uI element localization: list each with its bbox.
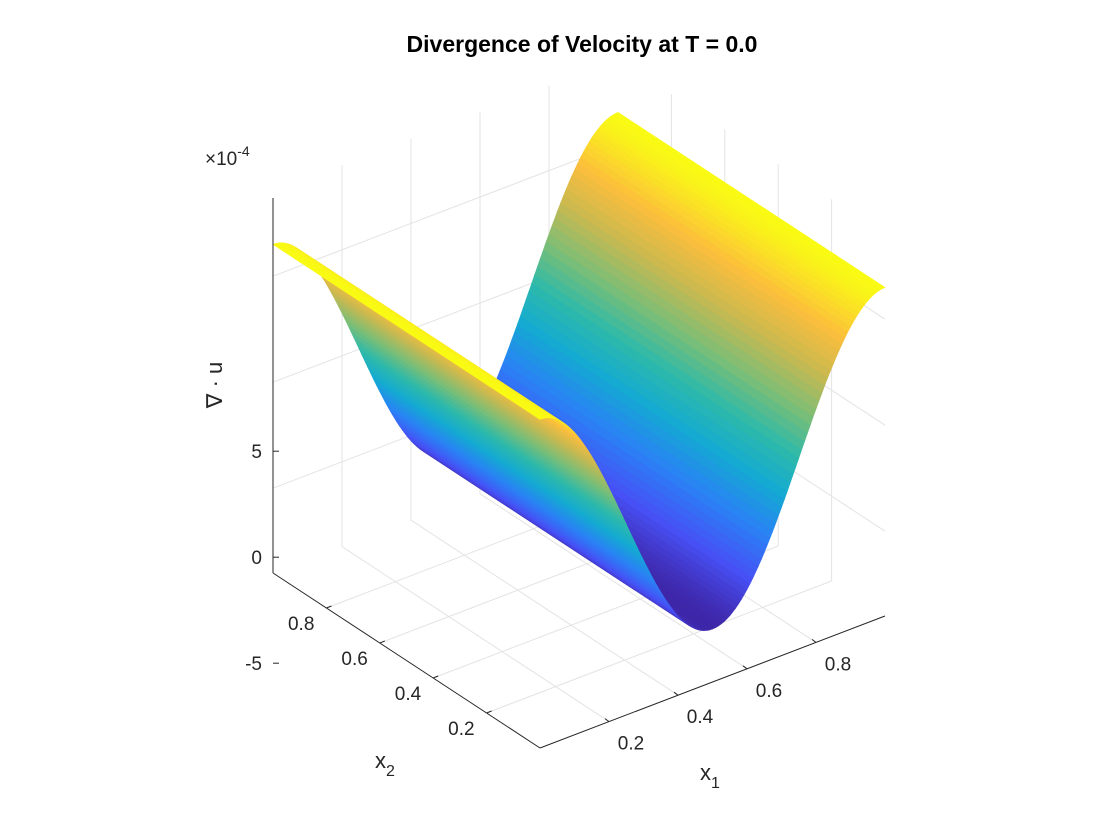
tick-mark	[326, 605, 332, 609]
tick-mark	[604, 718, 610, 722]
z-tick-labels: -5 0 5	[245, 442, 262, 675]
x1-tick-label: 0.6	[756, 681, 782, 702]
tick-marks	[273, 450, 817, 722]
x2-tick-label: 0.6	[341, 649, 367, 670]
z-multiplier: ×10-4	[205, 143, 250, 170]
x1-axis-label: x1	[700, 760, 720, 792]
grid-line	[486, 580, 832, 714]
tick-mark	[742, 665, 748, 670]
tick-mark	[811, 639, 817, 643]
z-tick-label: -5	[245, 654, 262, 675]
z-tick-label: 5	[251, 442, 262, 463]
x1-tick-labels: 0.2 0.4 0.6 0.8	[618, 654, 851, 754]
z-axis-label: ∇ · u	[202, 362, 227, 410]
tick-mark	[673, 691, 679, 696]
grid-line	[341, 546, 610, 723]
surface-strip	[272, 243, 544, 420]
x2-tick-label: 0.4	[395, 684, 422, 705]
x2-axis-label: x2	[375, 748, 395, 780]
x2-axis-line	[272, 572, 541, 749]
axes	[272, 198, 886, 749]
z-tick-label: 0	[251, 548, 262, 569]
tick-mark	[486, 710, 492, 714]
x1-axis-line	[539, 615, 886, 749]
x1-tick-label: 0.4	[687, 707, 714, 728]
x2-tick-label: 0.8	[288, 614, 314, 635]
surface-plot	[272, 112, 886, 631]
x1-tick-label: 0.8	[825, 654, 851, 675]
chart-title: Divergence of Velocity at T = 0.0	[407, 31, 758, 57]
tick-mark	[433, 675, 439, 679]
grid-line	[272, 143, 619, 277]
grid-line	[479, 493, 748, 670]
grid-line	[410, 519, 679, 696]
x2-tick-labels: 0.2 0.4 0.6 0.8	[288, 614, 475, 740]
x1-tick-label: 0.2	[618, 734, 644, 755]
tick-mark	[379, 640, 385, 644]
x2-tick-label: 0.2	[448, 719, 474, 740]
